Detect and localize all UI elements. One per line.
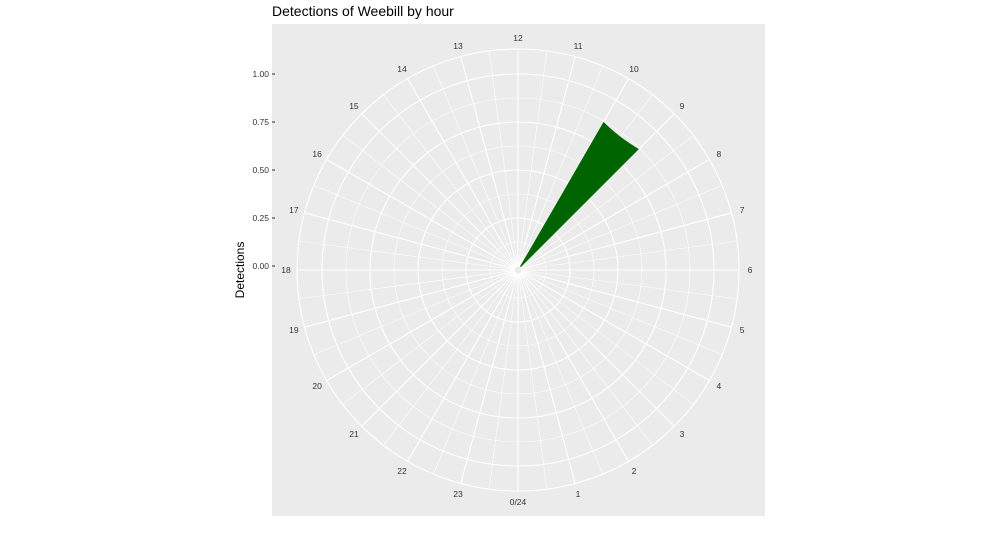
grid-spoke <box>383 94 516 267</box>
grid-spoke <box>520 273 653 446</box>
hour-label-21: 21 <box>349 429 359 439</box>
hour-label-8: 8 <box>717 149 722 159</box>
grid-spoke <box>518 273 576 484</box>
hour-label-0: 0/24 <box>510 497 527 507</box>
chart-title: Detections of Weebill by hour <box>272 3 454 19</box>
bar-layer <box>520 121 639 268</box>
hour-label-3: 3 <box>680 429 685 439</box>
grid-spoke <box>519 78 629 267</box>
grid-spoke <box>298 270 515 300</box>
grid-spoke <box>407 273 517 462</box>
y-axis-label: Detections <box>233 242 247 299</box>
y-axis-ticks: 0.00 0.25 0.50 0.75 1.00 <box>252 69 275 271</box>
grid-spoke <box>460 273 518 484</box>
grid-spoke <box>521 159 710 269</box>
grid-spoke <box>342 272 515 405</box>
grid-spoke <box>521 272 694 405</box>
hour-label-2: 2 <box>632 466 637 476</box>
grid-spoke <box>488 273 518 490</box>
grid-spoke <box>361 113 516 268</box>
grid-spoke <box>407 78 517 267</box>
hour-label-22: 22 <box>397 466 407 476</box>
grid-layer <box>296 48 740 492</box>
grid-spoke <box>521 270 738 300</box>
hour-label-4: 4 <box>717 381 722 391</box>
grid-spoke <box>521 240 738 270</box>
y-tick-label: 0.75 <box>252 117 269 127</box>
grid-spoke <box>520 272 675 427</box>
grid-spoke <box>521 271 723 355</box>
hour-labels: 0/24123456789101112131415161718192021222… <box>281 33 752 507</box>
hour-label-15: 15 <box>349 101 359 111</box>
grid-spoke <box>433 273 517 475</box>
hour-label-10: 10 <box>629 64 639 74</box>
grid-spoke <box>518 50 548 267</box>
grid-spoke <box>521 271 710 381</box>
hour-label-19: 19 <box>289 325 299 335</box>
grid-spoke <box>326 159 515 269</box>
grid-spoke <box>521 212 732 270</box>
grid-spoke <box>518 273 548 490</box>
grid-spoke <box>313 185 515 269</box>
hour-label-17: 17 <box>289 205 299 215</box>
hour-label-12: 12 <box>513 33 523 43</box>
hour-label-11: 11 <box>574 41 583 51</box>
grid-spoke <box>298 240 515 270</box>
hour-label-1: 1 <box>576 489 581 499</box>
hour-label-14: 14 <box>397 64 407 74</box>
hour-label-6: 6 <box>748 265 753 275</box>
grid-spoke <box>521 185 723 269</box>
grid-spoke <box>519 65 603 267</box>
hour-label-18: 18 <box>281 265 291 275</box>
hour-label-9: 9 <box>680 101 685 111</box>
grid-spoke <box>304 270 515 328</box>
hour-label-7: 7 <box>740 205 745 215</box>
grid-spoke <box>488 50 518 267</box>
hour-label-5: 5 <box>740 325 745 335</box>
hour-label-20: 20 <box>312 381 322 391</box>
grid-spoke <box>460 56 518 267</box>
bar-hour-9.5 <box>520 121 639 268</box>
grid-spoke <box>519 273 603 475</box>
hour-label-16: 16 <box>312 149 322 159</box>
grid-spoke <box>518 56 576 267</box>
y-tick-label: 1.00 <box>252 69 269 79</box>
grid-spoke <box>313 271 515 355</box>
grid-spoke <box>326 271 515 381</box>
y-tick-label: 0.00 <box>252 261 269 271</box>
hour-label-23: 23 <box>453 489 463 499</box>
grid-spoke <box>304 212 515 270</box>
grid-spoke <box>361 272 516 427</box>
grid-spoke <box>342 135 515 268</box>
y-tick-label: 0.25 <box>252 213 269 223</box>
grid-spoke <box>519 273 629 462</box>
grid-spoke <box>521 270 732 328</box>
grid-spoke <box>383 273 516 446</box>
grid-spoke <box>521 135 694 268</box>
y-tick-label: 0.50 <box>252 165 269 175</box>
grid-spoke <box>433 65 517 267</box>
hour-label-13: 13 <box>453 41 463 51</box>
